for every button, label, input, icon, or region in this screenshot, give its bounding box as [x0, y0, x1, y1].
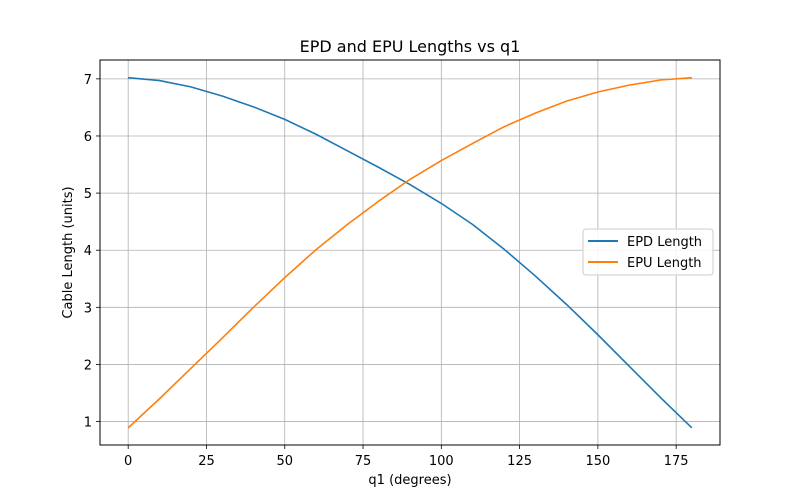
- grid-lines: [100, 60, 720, 445]
- series-line-epd-length: [128, 76, 693, 429]
- series-lines: [127, 76, 693, 429]
- y-axis-label: Cable Length (units): [61, 186, 76, 318]
- y-axis-ticks: 1 2 3 4 5 6 7: [84, 73, 100, 431]
- y-tick-label: 2: [84, 358, 92, 373]
- plot-frame: [99, 59, 721, 446]
- x-tick-label: 25: [198, 454, 215, 469]
- x-tick-label: 150: [585, 454, 610, 469]
- x-tick-label: 125: [507, 454, 532, 469]
- y-tick-label: 6: [84, 130, 92, 145]
- y-tick-label: 1: [84, 416, 92, 431]
- x-tick-label: 50: [276, 454, 293, 469]
- y-tick-label: 4: [84, 244, 92, 259]
- x-axis-label: q1 (degrees): [368, 473, 451, 488]
- chart-title: EPD and EPU Lengths vs q1: [300, 37, 521, 56]
- x-tick-label: 75: [355, 454, 372, 469]
- x-tick-label: 100: [429, 454, 454, 469]
- legend-label-epd: EPD Length: [627, 235, 702, 250]
- x-tick-label: 0: [124, 454, 132, 469]
- legend: EPD Length EPU Length: [582, 228, 714, 276]
- y-tick-label: 3: [84, 301, 92, 316]
- x-tick-label: 175: [664, 454, 689, 469]
- legend-label-epu: EPU Length: [627, 256, 702, 271]
- y-tick-label: 7: [84, 73, 92, 88]
- y-tick-label: 5: [84, 187, 92, 202]
- series-line-epu-length: [127, 76, 692, 429]
- x-axis-ticks: 0 25 50 75 100 125 150 175: [124, 445, 689, 469]
